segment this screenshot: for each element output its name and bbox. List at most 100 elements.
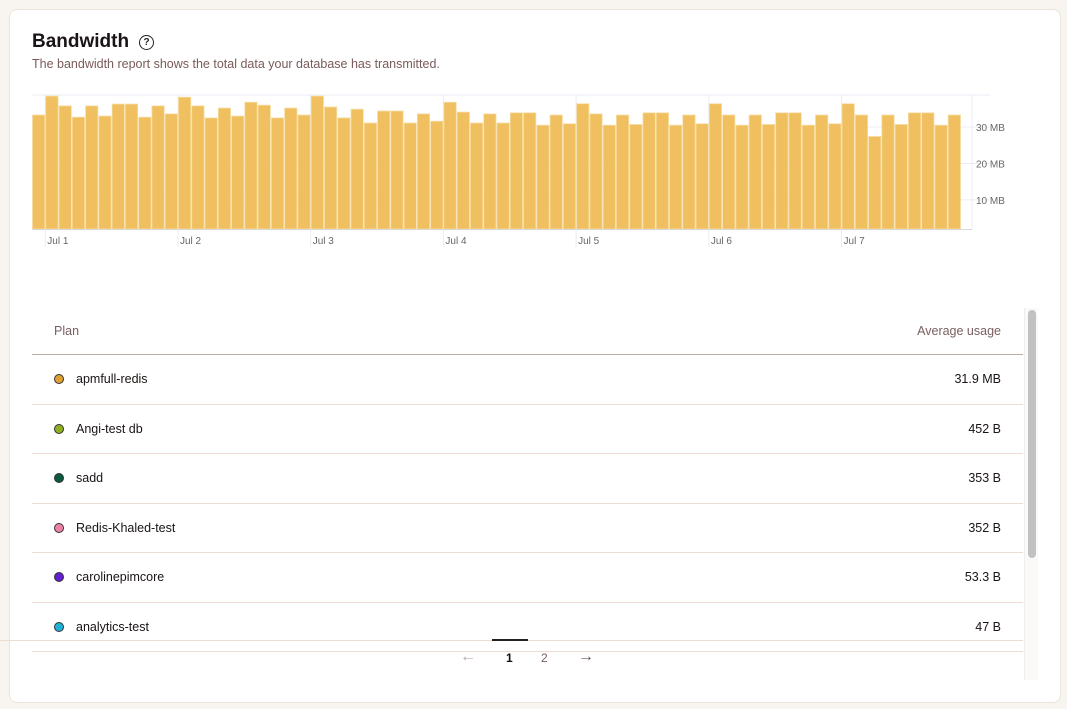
bandwidth-bar[interactable] bbox=[390, 110, 404, 230]
bandwidth-bar[interactable] bbox=[443, 101, 457, 230]
bandwidth-bar[interactable] bbox=[616, 114, 630, 230]
bandwidth-bar[interactable] bbox=[244, 101, 258, 230]
bandwidth-bar[interactable] bbox=[881, 114, 895, 230]
bandwidth-bar[interactable] bbox=[483, 113, 497, 230]
x-tick-label: Jul 7 bbox=[844, 236, 866, 247]
bandwidth-bar[interactable] bbox=[350, 108, 364, 230]
scrollbar-thumb[interactable] bbox=[1028, 310, 1036, 558]
bandwidth-bar[interactable] bbox=[231, 115, 245, 230]
plan-name: Redis-Khaled-test bbox=[76, 520, 176, 535]
table-row[interactable]: carolinepimcore 53.3 B bbox=[32, 553, 1023, 603]
usage-cell: 47 B bbox=[975, 619, 1001, 634]
bandwidth-bar[interactable] bbox=[562, 123, 577, 230]
bandwidth-bar[interactable] bbox=[908, 112, 922, 230]
table-row[interactable]: Redis-Khaled-test 352 B bbox=[32, 504, 1023, 553]
plan-color-dot bbox=[54, 473, 64, 484]
bandwidth-bar[interactable] bbox=[775, 112, 789, 230]
page-2-button[interactable]: 2 bbox=[541, 651, 548, 665]
bandwidth-bar[interactable] bbox=[509, 112, 523, 230]
bandwidth-bar[interactable] bbox=[536, 124, 550, 230]
bandwidth-bar[interactable] bbox=[841, 103, 855, 230]
question-circle-icon[interactable]: ? bbox=[139, 34, 155, 50]
bandwidth-bar[interactable] bbox=[602, 124, 616, 230]
bandwidth-bar[interactable] bbox=[722, 114, 736, 230]
bandwidth-bar[interactable] bbox=[828, 123, 842, 230]
bandwidth-bar[interactable] bbox=[204, 117, 218, 230]
bandwidth-bar[interactable] bbox=[284, 107, 298, 230]
bandwidth-bar[interactable] bbox=[762, 124, 776, 230]
bandwidth-bar[interactable] bbox=[655, 112, 669, 230]
bandwidth-bar[interactable] bbox=[815, 114, 829, 230]
plan-name: analytics-test bbox=[76, 619, 149, 634]
bandwidth-bar[interactable] bbox=[98, 115, 112, 230]
bandwidth-bar[interactable] bbox=[71, 116, 85, 230]
bandwidth-bar[interactable] bbox=[310, 95, 324, 230]
bandwidth-bar[interactable] bbox=[470, 122, 484, 230]
table-row[interactable]: Angi-test db 452 B bbox=[32, 405, 1023, 454]
bandwidth-bar[interactable] bbox=[708, 103, 723, 230]
plan-cell: Angi-test db bbox=[54, 422, 143, 436]
bandwidth-bar[interactable] bbox=[363, 122, 377, 230]
table-row[interactable]: sadd 353 B bbox=[32, 454, 1023, 504]
bandwidth-bar[interactable] bbox=[496, 122, 510, 230]
bandwidth-bar[interactable] bbox=[45, 95, 59, 230]
column-average-usage[interactable]: Average usage bbox=[917, 324, 1001, 338]
table-row[interactable]: apmfull-redis 31.9 MB bbox=[32, 355, 1023, 405]
bandwidth-bar[interactable] bbox=[589, 113, 603, 230]
table-row[interactable]: analytics-test 47 B bbox=[32, 603, 1023, 652]
bandwidth-bar[interactable] bbox=[947, 114, 961, 230]
bandwidth-bar[interactable] bbox=[788, 112, 802, 230]
bandwidth-bar[interactable] bbox=[297, 114, 311, 230]
bandwidth-bar[interactable] bbox=[934, 124, 948, 230]
bandwidth-bar[interactable] bbox=[430, 120, 444, 230]
prev-page-arrow-icon[interactable]: ← bbox=[460, 648, 476, 665]
bandwidth-bar[interactable] bbox=[164, 113, 178, 230]
bandwidth-bar[interactable] bbox=[337, 117, 351, 230]
bandwidth-bar[interactable] bbox=[629, 124, 643, 230]
bandwidth-bar[interactable] bbox=[921, 112, 935, 230]
bandwidth-bar[interactable] bbox=[138, 116, 152, 230]
bandwidth-bar[interactable] bbox=[456, 111, 470, 230]
table-scrollbar[interactable] bbox=[1024, 308, 1038, 680]
next-page-arrow-icon[interactable]: → bbox=[578, 648, 594, 665]
bandwidth-bar[interactable] bbox=[682, 114, 696, 230]
bandwidth-bar[interactable] bbox=[32, 114, 46, 230]
plan-cell: Redis-Khaled-test bbox=[54, 521, 175, 535]
bandwidth-bar[interactable] bbox=[403, 122, 417, 230]
pagination: ← 1 2 → bbox=[0, 639, 1023, 680]
bandwidth-bar[interactable] bbox=[178, 96, 192, 230]
page-1-button[interactable]: 1 bbox=[506, 651, 513, 665]
column-plan[interactable]: Plan bbox=[54, 324, 80, 338]
bandwidth-bar[interactable] bbox=[58, 105, 72, 230]
bandwidth-bar[interactable] bbox=[735, 124, 749, 230]
bandwidth-bar[interactable] bbox=[85, 105, 99, 230]
plan-name: apmfull-redis bbox=[76, 372, 148, 387]
plan-color-dot bbox=[54, 522, 64, 533]
bandwidth-bar[interactable] bbox=[270, 117, 285, 230]
bandwidth-bar[interactable] bbox=[416, 113, 431, 230]
bandwidth-bar[interactable] bbox=[191, 105, 205, 230]
usage-cell: 452 B bbox=[968, 421, 1001, 436]
bandwidth-bar[interactable] bbox=[549, 114, 563, 230]
bandwidth-bar[interactable] bbox=[576, 103, 590, 230]
bandwidth-bar[interactable] bbox=[894, 124, 908, 230]
bandwidth-bar[interactable] bbox=[854, 114, 868, 230]
bandwidth-bar[interactable] bbox=[523, 112, 537, 230]
bandwidth-bar[interactable] bbox=[748, 114, 762, 230]
bandwidth-bar[interactable] bbox=[151, 105, 165, 230]
bandwidth-bar[interactable] bbox=[695, 123, 709, 230]
bandwidth-bar[interactable] bbox=[111, 103, 125, 230]
bandwidth-bar[interactable] bbox=[377, 110, 391, 230]
bandwidth-bar[interactable] bbox=[669, 124, 683, 230]
bandwidth-bar[interactable] bbox=[125, 103, 139, 230]
bandwidth-bar[interactable] bbox=[642, 112, 656, 230]
bandwidth-chart: 10 MB 20 MB 30 MB Jul 1 Jul 2 Jul 3 Jul 4 Jul 5… bbox=[32, 94, 1005, 247]
active-page-indicator bbox=[492, 639, 528, 641]
bandwidth-bar[interactable] bbox=[324, 106, 338, 230]
bandwidth-bar[interactable] bbox=[217, 107, 231, 230]
plans-table: Plan Average usage apmfull-redis 31.9 MB A… bbox=[32, 308, 1023, 652]
bandwidth-bar[interactable] bbox=[257, 104, 271, 230]
bandwidth-bar[interactable] bbox=[801, 124, 815, 230]
x-tick-label: Jul 5 bbox=[578, 236, 600, 247]
bandwidth-bar[interactable] bbox=[868, 136, 882, 230]
